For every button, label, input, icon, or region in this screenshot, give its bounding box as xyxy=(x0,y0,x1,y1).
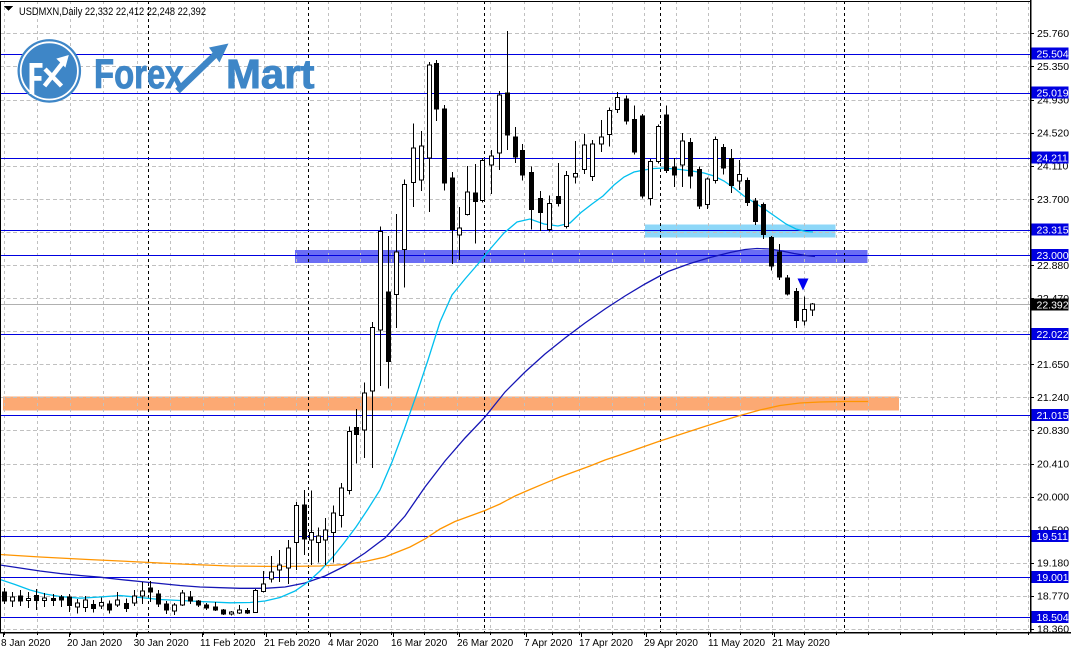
svg-text:19.001: 19.001 xyxy=(1037,572,1069,584)
svg-text:24.110: 24.110 xyxy=(1037,161,1068,173)
svg-text:20.000: 20.000 xyxy=(1037,492,1069,504)
svg-text:23.315: 23.315 xyxy=(1037,225,1069,237)
svg-text:30 Jan 2020: 30 Jan 2020 xyxy=(134,638,189,648)
svg-text:19.511: 19.511 xyxy=(1037,531,1068,543)
svg-text:18.360: 18.360 xyxy=(1037,624,1069,636)
svg-text:18.770: 18.770 xyxy=(1037,591,1069,603)
svg-text:26 Mar 2020: 26 Mar 2020 xyxy=(457,638,514,648)
svg-text:24.520: 24.520 xyxy=(1037,128,1069,140)
svg-text:25.350: 25.350 xyxy=(1037,61,1069,73)
svg-text:25.760: 25.760 xyxy=(1037,28,1069,40)
svg-text:21 May 2020: 21 May 2020 xyxy=(772,638,830,648)
svg-text:8 Jan 2020: 8 Jan 2020 xyxy=(1,638,51,648)
svg-text:19.180: 19.180 xyxy=(1037,558,1069,570)
svg-text:Forex: Forex xyxy=(94,51,184,97)
svg-text:20.410: 20.410 xyxy=(1037,459,1069,471)
svg-text:11 Feb 2020: 11 Feb 2020 xyxy=(200,638,256,648)
svg-text:21.650: 21.650 xyxy=(1037,359,1069,371)
svg-text:23.000: 23.000 xyxy=(1037,250,1069,262)
svg-text:USDMXN,Daily 22,332 22,412 22: USDMXN,Daily 22,332 22,412 22,248 22,392 xyxy=(19,6,206,18)
svg-text:7 Apr 2020: 7 Apr 2020 xyxy=(524,638,573,648)
svg-text:17 Apr 2020: 17 Apr 2020 xyxy=(579,638,633,648)
svg-text:4 Mar 2020: 4 Mar 2020 xyxy=(328,638,379,648)
svg-text:22.022: 22.022 xyxy=(1037,329,1069,341)
svg-text:25.019: 25.019 xyxy=(1037,88,1069,100)
svg-text:22.392: 22.392 xyxy=(1037,300,1069,312)
svg-text:18.504: 18.504 xyxy=(1037,612,1069,624)
svg-text:21.015: 21.015 xyxy=(1037,410,1069,422)
svg-text:29 Apr 2020: 29 Apr 2020 xyxy=(644,638,698,648)
svg-text:Mart: Mart xyxy=(226,51,315,97)
svg-text:20.830: 20.830 xyxy=(1037,425,1069,437)
svg-text:11 May 2020: 11 May 2020 xyxy=(708,638,766,648)
svg-text:25.504: 25.504 xyxy=(1037,49,1069,61)
svg-text:20 Jan 2020: 20 Jan 2020 xyxy=(67,638,122,648)
svg-text:21.240: 21.240 xyxy=(1037,392,1069,404)
svg-text:24.211: 24.211 xyxy=(1037,153,1068,165)
svg-text:22.880: 22.880 xyxy=(1037,260,1069,272)
svg-text:21 Feb 2020: 21 Feb 2020 xyxy=(264,638,321,648)
svg-text:23.700: 23.700 xyxy=(1037,194,1069,206)
svg-text:16 Mar 2020: 16 Mar 2020 xyxy=(391,638,448,648)
